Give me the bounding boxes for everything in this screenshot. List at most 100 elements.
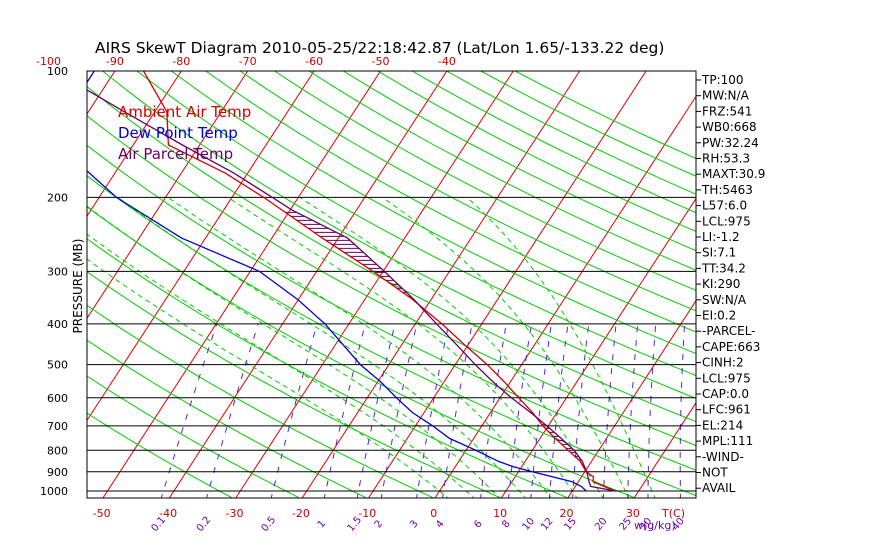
mixing-ratio-line	[160, 323, 218, 498]
dry-adiabat-line	[343, 71, 696, 252]
mixing-ratio-tick-label: 12	[539, 516, 556, 533]
legend-ambient-air-temp: Ambient Air Temp	[118, 103, 251, 121]
legend-air-parcel-temp: Air Parcel Temp	[118, 145, 233, 163]
pressure-tick-label: 100	[47, 65, 68, 78]
index-label: CAPE:663	[702, 340, 760, 354]
pressure-tick-label: 400	[47, 318, 68, 331]
dry-adiabat-line	[87, 375, 301, 498]
dry-adiabat-line	[87, 86, 696, 423]
isotherm-line	[102, 71, 381, 498]
index-label: TH:5463	[701, 183, 753, 197]
index-label: LCL:975	[702, 371, 751, 385]
mixing-ratio-line	[530, 323, 552, 498]
mixing-ratio-tick-label: 2	[373, 518, 386, 530]
y-axis-label: PRESSURE (MB)	[71, 239, 85, 334]
mixing-ratio-line	[679, 323, 686, 498]
isotherm-line	[434, 95, 696, 498]
moist-adiabat-line	[87, 258, 449, 498]
isotherm-line	[87, 71, 249, 320]
index-label: WB0:668	[702, 120, 757, 134]
moist-adiabat-line	[227, 196, 578, 498]
index-label: EI:0.2	[702, 309, 736, 323]
top-temperature-tick-label: -80	[172, 55, 190, 68]
bottom-temperature-tick-label: 0	[430, 507, 437, 520]
bottom-temperature-tick-label: -10	[358, 507, 376, 520]
parcel-profile-line	[87, 89, 616, 492]
top-temperature-tick-labels: -120-110-100-90-80-70-60-50-40	[36, 55, 456, 68]
bottom-temperature-tick-label: -20	[292, 507, 310, 520]
mixing-ratio-line	[480, 323, 507, 498]
isotherm-lines	[87, 71, 696, 498]
mixing-ratio-tick-label: 10	[520, 516, 537, 533]
dry-adiabat-line	[87, 115, 696, 447]
index-label: SI:7.1	[702, 246, 736, 260]
index-label: LI:-1.2	[702, 230, 740, 244]
mixing-ratio-tick-label: 3	[408, 518, 421, 530]
dry-adiabat-line	[136, 71, 696, 377]
dry-adiabat-line	[87, 271, 503, 498]
index-label: CINH:2	[702, 356, 744, 370]
dry-adiabat-line	[411, 71, 696, 214]
moist-adiabat-line	[167, 196, 552, 498]
index-label: LCL:975	[702, 214, 751, 228]
mixing-ratio-line	[627, 323, 639, 498]
mixing-ratio-tick-label: 1	[316, 518, 329, 530]
dry-adiabat-line	[308, 71, 696, 271]
dry-adiabat-line	[377, 71, 696, 233]
pressure-tick-label: 600	[47, 392, 68, 405]
index-label: -WIND-	[702, 450, 744, 464]
mixing-ratio-line	[206, 323, 259, 498]
isotherm-line	[168, 71, 448, 498]
pressure-tick-label: 200	[47, 191, 68, 204]
mixing-ratio-tick-label: 8	[500, 518, 513, 530]
mixing-ratio-tick-label: 20	[593, 516, 610, 533]
dry-adiabat-line	[87, 238, 570, 498]
dry-adiabat-line	[87, 304, 435, 498]
legend: Ambient Air Temp Dew Point Temp Air Parc…	[118, 103, 251, 163]
bottom-temperature-tick-label: -50	[93, 507, 111, 520]
dry-adiabat-line	[446, 71, 696, 195]
mixing-ratio-line	[647, 323, 657, 498]
pressure-tick-label: 900	[47, 466, 68, 479]
pressure-tick-labels: 100 200 300 400 500 600 700 800 900 1000	[40, 65, 68, 498]
index-label: MW:N/A	[702, 89, 750, 103]
top-temperature-tick-label: -50	[372, 55, 390, 68]
index-label: -PARCEL-	[702, 324, 756, 338]
isotherm-line	[87, 71, 116, 115]
legend-dew-point-temp: Dew Point Temp	[118, 124, 238, 142]
bottom-temperature-tick-label: 20	[560, 507, 574, 520]
index-label: PW:32.24	[702, 136, 759, 150]
isotherm-line	[367, 71, 647, 498]
index-label: FRZ:541	[702, 104, 752, 118]
mixing-ratio-line	[508, 323, 532, 498]
top-temperature-tick-label: -60	[305, 55, 323, 68]
mixing-ratio-unit-label: w(g/kg)	[634, 519, 676, 532]
index-label: L57:6.0	[702, 199, 747, 213]
bottom-temperature-tick-labels: -50 -40 -30 -20 -10 0 10 20 30	[93, 507, 640, 520]
mixing-ratio-line	[356, 323, 396, 498]
index-label: EL:214	[702, 418, 743, 432]
index-label: MPL:111	[702, 434, 753, 448]
pressure-tick-label: 700	[47, 420, 68, 433]
moist-adiabat-line	[117, 196, 526, 498]
bottom-temperature-tick-label: -30	[226, 507, 244, 520]
chart-title: AIRS SkewT Diagram 2010-05-25/22:18:42.8…	[95, 39, 664, 57]
dry-adiabat-line	[274, 71, 696, 291]
moist-adiabat-lines	[87, 196, 656, 498]
index-label: TT:34.2	[701, 261, 746, 275]
dry-adiabat-line	[87, 339, 368, 498]
moist-adiabat-line	[466, 197, 656, 498]
isobar-lines	[87, 196, 696, 492]
pressure-tick-label: 500	[47, 359, 68, 372]
dewpoint-profile-line	[87, 71, 587, 492]
bottom-temperature-tick-label: 10	[493, 507, 507, 520]
top-temperature-tick-label: -70	[239, 55, 257, 68]
moist-adiabat-line	[87, 233, 475, 498]
mixing-ratio-tick-label: 0.2	[195, 515, 214, 534]
index-label: LFC:961	[702, 403, 751, 417]
mixing-ratio-lines	[160, 323, 686, 498]
index-label: NOT	[702, 466, 728, 480]
dry-adiabat-line	[87, 412, 234, 498]
mixing-ratio-tick-label: 0.5	[260, 515, 279, 534]
